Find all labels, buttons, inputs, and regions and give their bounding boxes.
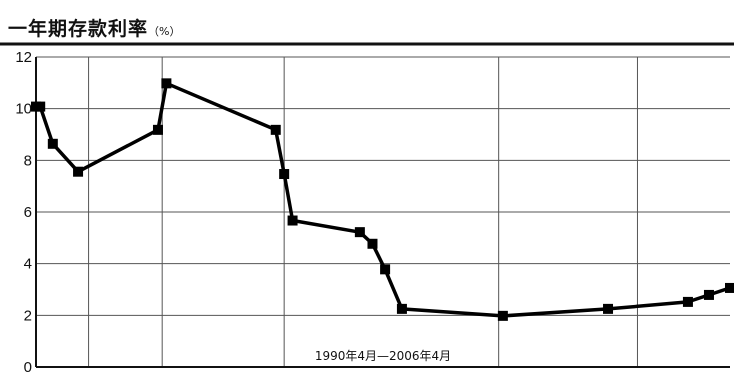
data-point-marker xyxy=(354,227,365,238)
data-point-marker xyxy=(396,303,407,314)
data-point-marker xyxy=(367,238,378,249)
y-tick-label: 6 xyxy=(24,204,32,221)
y-tick-label: 12 xyxy=(15,49,32,66)
data-point-marker xyxy=(380,264,391,275)
data-point-marker xyxy=(161,78,172,89)
data-point-marker xyxy=(35,101,46,112)
data-point-marker xyxy=(497,310,508,321)
data-point-marker xyxy=(725,282,734,293)
series-line xyxy=(36,81,731,318)
data-point-marker xyxy=(682,296,693,307)
y-tick-label: 0 xyxy=(24,359,32,376)
y-tick-label: 2 xyxy=(24,307,32,324)
y-tick-label: 8 xyxy=(24,152,32,169)
chart-title: 一年期存款利率（%） xyxy=(8,18,181,40)
data-point-marker xyxy=(73,166,84,177)
data-point-marker xyxy=(703,289,714,300)
data-point-marker xyxy=(603,303,614,314)
unit-label: （%） xyxy=(148,25,181,38)
data-point-marker xyxy=(287,215,298,226)
period-annotation: 1990年4月—2006年4月 xyxy=(315,349,451,363)
y-tick-labels: 0 2 4 6 8 10 12 xyxy=(15,49,32,376)
data-point-marker xyxy=(152,124,163,135)
y-tick-label: 10 xyxy=(15,101,32,118)
data-point-marker xyxy=(47,138,58,149)
data-point-marker xyxy=(279,169,290,180)
data-point-marker xyxy=(270,124,281,135)
series-group xyxy=(31,78,734,321)
y-tick-label: 4 xyxy=(24,256,32,273)
gridlines xyxy=(35,56,730,367)
